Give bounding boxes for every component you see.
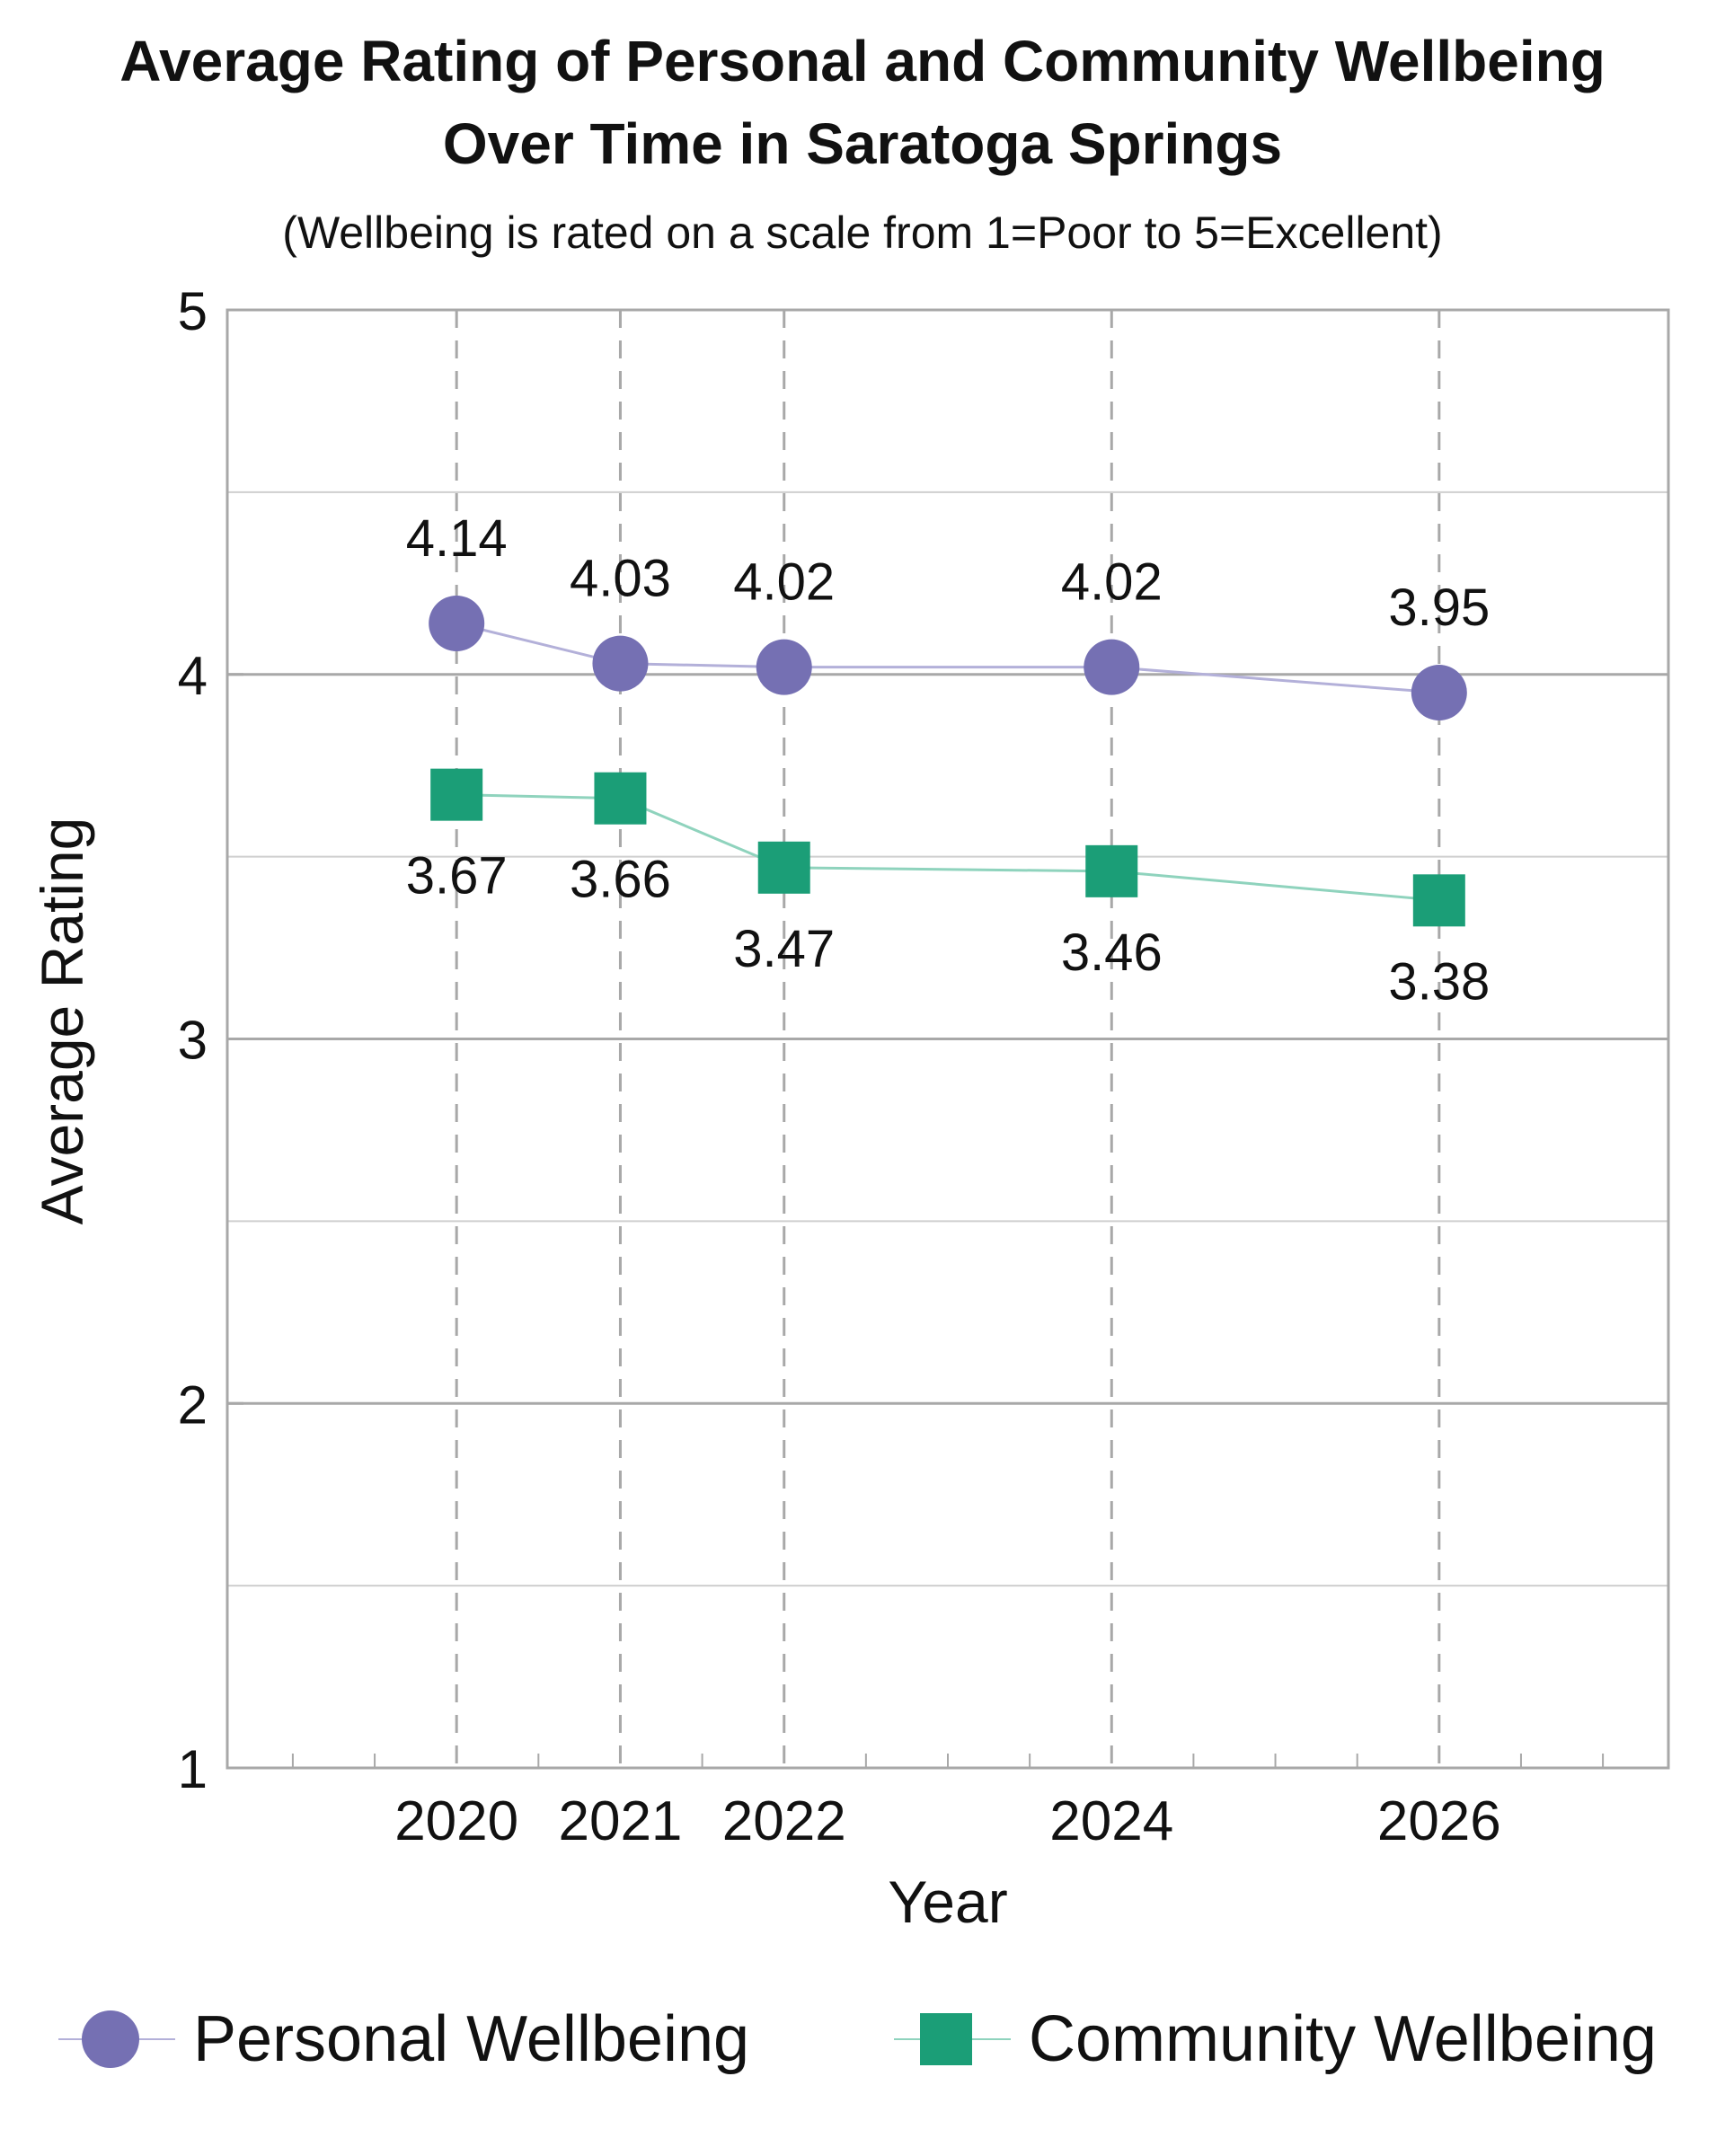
legend: Personal Wellbeing Community Wellbeing	[0, 1985, 1725, 2093]
data-label: 4.02	[733, 553, 835, 612]
data-point-circle	[1411, 665, 1467, 721]
data-point-circle	[429, 595, 485, 651]
legend-item-community: Community Wellbeing	[894, 1985, 1657, 2093]
data-label: 4.02	[1061, 553, 1163, 612]
legend-label-community: Community Wellbeing	[1029, 2003, 1657, 2075]
y-axis-title: Average Rating	[29, 817, 95, 1225]
chart-title-line-1: Average Rating of Personal and Community…	[119, 29, 1606, 93]
data-label: 3.67	[406, 847, 508, 906]
data-label: 4.03	[570, 550, 671, 608]
data-point-square	[757, 841, 810, 894]
circle-marker-icon	[82, 2010, 139, 2068]
x-tick-label: 2021	[558, 1790, 682, 1852]
series	[429, 595, 1467, 927]
y-tick-label: 4	[178, 646, 208, 706]
legend-marker-community	[894, 1985, 1011, 2093]
data-point-circle	[756, 639, 812, 695]
data-label: 3.66	[570, 851, 671, 909]
data-point-square	[1412, 874, 1465, 927]
data-labels: 4.14 4.03 4.02 4.02 3.95 3.67 3.66 3.47 3.46 3.38	[406, 509, 1491, 1011]
data-point-circle	[592, 635, 649, 692]
x-tick-label: 2024	[1049, 1790, 1173, 1852]
y-tick-label: 2	[178, 1374, 208, 1435]
x-axis-title: Year	[888, 1869, 1007, 1935]
chart-title-line-2: Over Time in Saratoga Springs	[442, 111, 1283, 176]
x-tick-label: 2022	[722, 1790, 846, 1852]
data-label: 3.95	[1388, 579, 1490, 637]
y-tick-label: 3	[178, 1011, 208, 1071]
data-point-circle	[1084, 639, 1140, 695]
x-tick-label: 2020	[394, 1790, 518, 1852]
y-tick-label: 5	[178, 281, 208, 341]
legend-marker-personal	[58, 1985, 175, 2093]
y-tick-label: 1	[178, 1739, 208, 1799]
chart-subtitle: (Wellbeing is rated on a scale from 1=Po…	[282, 208, 1443, 258]
data-point-square	[430, 768, 483, 821]
axes: 1 2 3 4 5 2020 2021 2022 2024 2026	[178, 281, 1605, 1852]
data-label: 4.14	[406, 509, 508, 568]
legend-label-personal: Personal Wellbeing	[193, 2003, 750, 2075]
data-label: 3.46	[1061, 923, 1163, 982]
data-point-square	[1085, 844, 1138, 897]
data-label: 3.47	[733, 920, 835, 978]
data-point-square	[594, 772, 647, 825]
x-tick-label: 2026	[1377, 1790, 1501, 1852]
legend-item-personal: Personal Wellbeing	[58, 1985, 749, 2093]
chart-title: Average Rating of Personal and Community…	[0, 20, 1725, 185]
square-marker-icon	[920, 2013, 972, 2065]
data-label: 3.38	[1388, 952, 1490, 1011]
